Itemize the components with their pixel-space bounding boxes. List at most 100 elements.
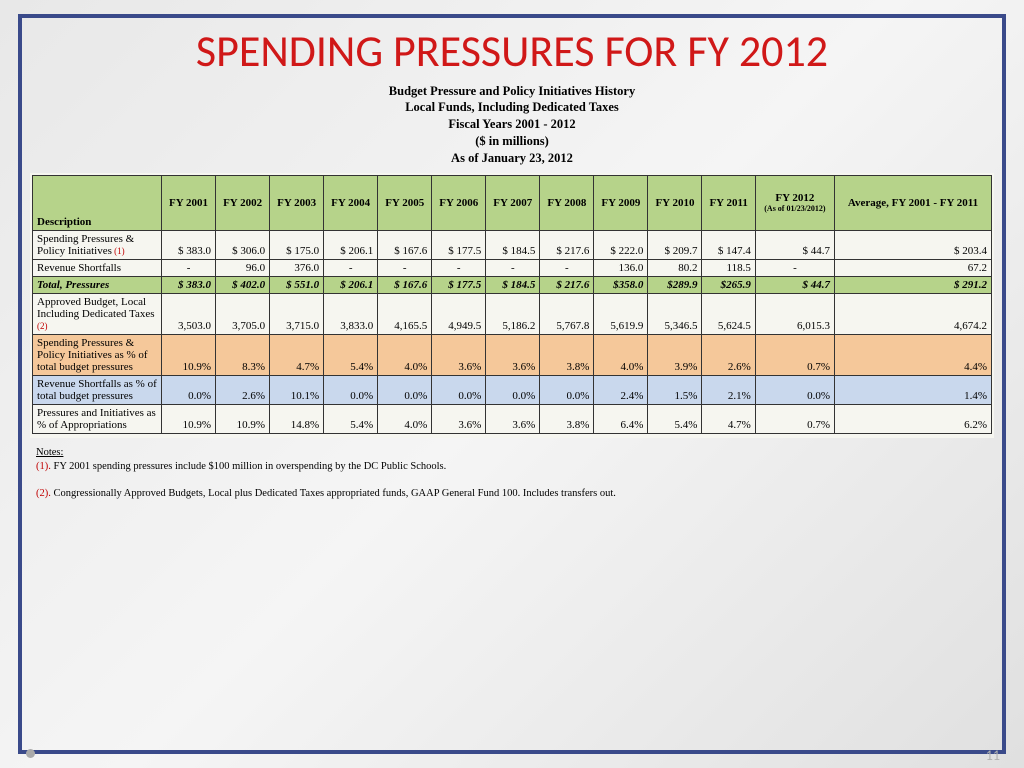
cell-value: $ 203.4 xyxy=(835,230,992,259)
budget-table: Description FY 2001 FY 2002 FY 2003 FY 2… xyxy=(32,175,992,434)
cell-value: - xyxy=(755,259,834,276)
cell-value: 4.4% xyxy=(835,334,992,375)
cell-value: 10.1% xyxy=(270,375,324,404)
notes-heading: Notes: xyxy=(36,447,63,458)
note-ref-2: (2). xyxy=(36,488,51,499)
col-fy: FY 2011 xyxy=(702,175,755,230)
cell-value: $ 291.2 xyxy=(835,276,992,293)
subtitle-block: Budget Pressure and Policy Initiatives H… xyxy=(22,83,1002,167)
cell-value: 14.8% xyxy=(270,404,324,433)
slide-title: SPENDING PRESSURES FOR FY 2012 xyxy=(22,26,1002,77)
cell-value: - xyxy=(162,259,216,276)
cell-value: $ 217.6 xyxy=(540,276,594,293)
cell-value: $ 222.0 xyxy=(594,230,648,259)
table-row: Total, Pressures$ 383.0$ 402.0$ 551.0$ 2… xyxy=(33,276,992,293)
cell-value: $ 402.0 xyxy=(216,276,270,293)
header-row: Description FY 2001 FY 2002 FY 2003 FY 2… xyxy=(33,175,992,230)
page-number: 11 xyxy=(986,747,1000,764)
cell-value: - xyxy=(486,259,540,276)
cell-value: 4,165.5 xyxy=(378,293,432,334)
cell-value: $ 184.5 xyxy=(486,276,540,293)
col-fy: FY 2005 xyxy=(378,175,432,230)
cell-value: 5.4% xyxy=(648,404,702,433)
cell-value: 1.4% xyxy=(835,375,992,404)
col-fy: FY 2008 xyxy=(540,175,594,230)
note-1: FY 2001 spending pressures include $100 … xyxy=(51,461,446,472)
cell-value: 3,715.0 xyxy=(270,293,324,334)
cell-value: 3.6% xyxy=(486,404,540,433)
cell-value: 3.6% xyxy=(432,334,486,375)
cell-value: 3.8% xyxy=(540,334,594,375)
row-description: Revenue Shortfalls xyxy=(33,259,162,276)
cell-value: 3.8% xyxy=(540,404,594,433)
row-description: Pressures and Initiatives as % of Approp… xyxy=(33,404,162,433)
row-description: Revenue Shortfalls as % of total budget … xyxy=(33,375,162,404)
cell-value: $ 209.7 xyxy=(648,230,702,259)
cell-value: 0.0% xyxy=(755,375,834,404)
cell-value: 0.0% xyxy=(162,375,216,404)
cell-value: 1.5% xyxy=(648,375,702,404)
slide-frame: SPENDING PRESSURES FOR FY 2012 Budget Pr… xyxy=(18,14,1006,754)
note-2: Congressionally Approved Budgets, Local … xyxy=(51,488,616,499)
cell-value: - xyxy=(378,259,432,276)
cell-value: 6,015.3 xyxy=(755,293,834,334)
cell-value: - xyxy=(324,259,378,276)
col-fy2012-sub: (As of 01/23/2012) xyxy=(760,204,830,213)
cell-value: 6.2% xyxy=(835,404,992,433)
cell-value: 5,186.2 xyxy=(486,293,540,334)
cell-value: 10.9% xyxy=(162,404,216,433)
cell-value: 96.0 xyxy=(216,259,270,276)
col-fy: FY 2009 xyxy=(594,175,648,230)
cell-value: 3.6% xyxy=(486,334,540,375)
table-row: Spending Pressures & Policy Initiatives … xyxy=(33,334,992,375)
col-description: Description xyxy=(33,175,162,230)
cell-value: 2.6% xyxy=(702,334,755,375)
cell-value: $289.9 xyxy=(648,276,702,293)
col-fy: FY 2006 xyxy=(432,175,486,230)
table-row: Revenue Shortfalls-96.0376.0-----136.080… xyxy=(33,259,992,276)
cell-value: 0.0% xyxy=(378,375,432,404)
col-fy: FY 2004 xyxy=(324,175,378,230)
subtitle-line: Budget Pressure and Policy Initiatives H… xyxy=(22,83,1002,100)
col-average: Average, FY 2001 - FY 2011 xyxy=(835,175,992,230)
cell-value: $ 147.4 xyxy=(702,230,755,259)
cell-value: 118.5 xyxy=(702,259,755,276)
cell-value: 0.0% xyxy=(540,375,594,404)
col-fy: FY 2001 xyxy=(162,175,216,230)
cell-value: $ 551.0 xyxy=(270,276,324,293)
cell-value: 10.9% xyxy=(216,404,270,433)
cell-value: 5.4% xyxy=(324,404,378,433)
cell-value: 136.0 xyxy=(594,259,648,276)
cell-value: $ 167.6 xyxy=(378,230,432,259)
subtitle-line: As of January 23, 2012 xyxy=(22,150,1002,167)
cell-value: $ 167.6 xyxy=(378,276,432,293)
cell-value: 0.0% xyxy=(324,375,378,404)
cell-value: 5.4% xyxy=(324,334,378,375)
cell-value: 3,705.0 xyxy=(216,293,270,334)
col-fy: FY 2002 xyxy=(216,175,270,230)
cell-value: 4.0% xyxy=(378,404,432,433)
col-fy: FY 2003 xyxy=(270,175,324,230)
cell-value: 4.7% xyxy=(270,334,324,375)
cell-value: 376.0 xyxy=(270,259,324,276)
table-row: Spending Pressures & Policy Initiatives … xyxy=(33,230,992,259)
col-fy2012: FY 2012(As of 01/23/2012) xyxy=(755,175,834,230)
cell-value: $ 177.5 xyxy=(432,276,486,293)
row-description: Spending Pressures & Policy Initiatives … xyxy=(33,230,162,259)
cell-value: 2.4% xyxy=(594,375,648,404)
cell-value: 4,949.5 xyxy=(432,293,486,334)
cell-value: 0.7% xyxy=(755,334,834,375)
cell-value: 3,503.0 xyxy=(162,293,216,334)
cell-value: - xyxy=(432,259,486,276)
cell-value: $ 206.1 xyxy=(324,230,378,259)
footnote-ref: (1) xyxy=(112,246,125,256)
subtitle-line: Local Funds, Including Dedicated Taxes xyxy=(22,99,1002,116)
cell-value: 3,833.0 xyxy=(324,293,378,334)
cell-value: 4,674.2 xyxy=(835,293,992,334)
subtitle-line: Fiscal Years 2001 - 2012 xyxy=(22,116,1002,133)
budget-table-wrap: Description FY 2001 FY 2002 FY 2003 FY 2… xyxy=(30,173,994,438)
col-fy2012-label: FY 2012 xyxy=(775,192,814,204)
cell-value: 8.3% xyxy=(216,334,270,375)
col-fy: FY 2010 xyxy=(648,175,702,230)
cell-value: 4.0% xyxy=(594,334,648,375)
